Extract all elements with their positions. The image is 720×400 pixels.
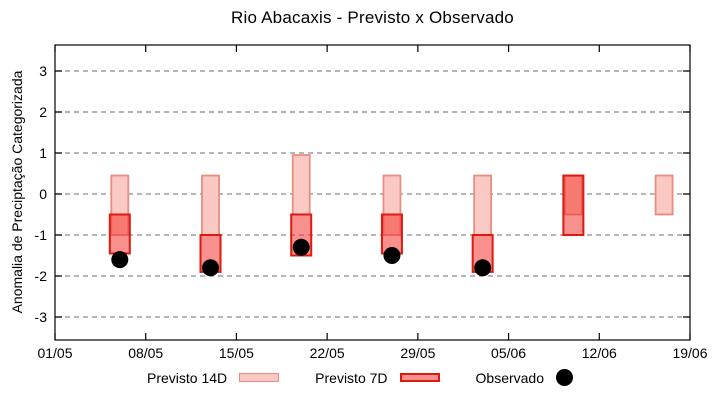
- x-tick-label: 01/05: [37, 345, 72, 361]
- bar-previsto-14d: [201, 174, 220, 236]
- observado-dot: [202, 259, 220, 277]
- x-tick-label: 19/06: [672, 345, 707, 361]
- chart-title: Rio Abacaxis - Previsto x Observado: [231, 8, 514, 27]
- x-tick-label: 12/06: [582, 345, 617, 361]
- bar-previsto-7d: [108, 213, 131, 255]
- legend-item-previsto-7d: Previsto 7D: [315, 369, 440, 386]
- previsto-14d-swatch-icon: [239, 373, 280, 382]
- observado-dot: [292, 238, 310, 256]
- y-tick-label: 0: [39, 186, 47, 202]
- x-tick-label: 05/06: [491, 345, 526, 361]
- bar-previsto-14d: [291, 154, 311, 216]
- y-tick-label: -3: [35, 309, 48, 325]
- legend-item-observado: Observado: [476, 369, 573, 386]
- y-tick-label: 3: [39, 63, 47, 79]
- x-tick-label: 29/05: [400, 345, 435, 361]
- y-tick-label: 2: [39, 104, 47, 120]
- bar-previsto-14d: [473, 174, 493, 236]
- plot-border: [54, 44, 691, 341]
- observado-dot: [111, 251, 129, 269]
- observado-dot: [383, 247, 401, 264]
- y-tick-label: -2: [35, 268, 48, 284]
- chart-legend: Previsto 14D Previsto 7D Observado: [0, 369, 720, 386]
- legend-item-previsto-14d: Previsto 14D: [147, 369, 280, 386]
- y-tick-label: -1: [35, 227, 48, 243]
- observado-dot: [474, 259, 492, 277]
- y-tick-label: 1: [39, 145, 47, 161]
- legend-label-previsto-7d: Previsto 7D: [315, 369, 388, 386]
- bar-previsto-7d: [562, 174, 585, 237]
- x-tick-label: 15/05: [219, 345, 254, 361]
- legend-label-previsto-14d: Previsto 14D: [147, 369, 228, 386]
- bar-previsto-14d: [654, 174, 674, 216]
- x-tick-label: 08/05: [128, 345, 163, 361]
- observado-dot-icon: [556, 369, 573, 386]
- previsto-7d-swatch-icon: [399, 373, 440, 382]
- x-tick-label: 22/05: [310, 345, 345, 361]
- legend-label-observado: Observado: [475, 369, 544, 386]
